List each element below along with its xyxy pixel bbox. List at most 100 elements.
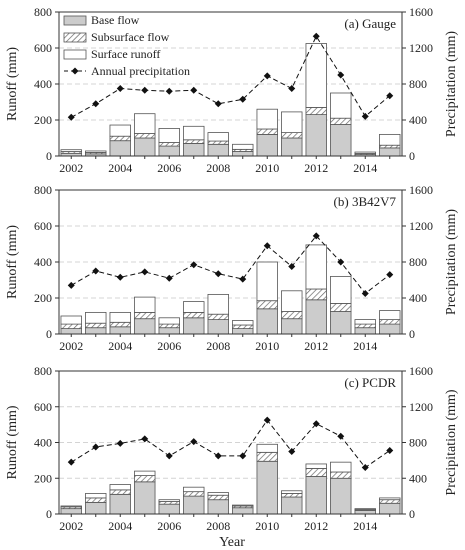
precip-point: [190, 86, 198, 94]
bar-surface-runoff: [281, 290, 303, 312]
bar-base-flow: [183, 317, 205, 335]
legend-swatch-surface-runoff: [63, 49, 87, 60]
bar-base-flow: [330, 124, 352, 157]
bar-surface-runoff: [330, 461, 352, 473]
precip-point: [361, 464, 369, 472]
bar-subsurface-flow: [281, 311, 303, 320]
bar-base-flow: [256, 308, 278, 335]
bar-base-flow: [134, 318, 156, 335]
precip-point: [239, 452, 247, 460]
bar-surface-runoff: [256, 108, 278, 130]
precip-point: [67, 281, 75, 289]
x-tick-label: 2012: [304, 161, 328, 175]
bar-surface-runoff: [207, 492, 229, 496]
precip-line: [70, 419, 391, 469]
x-axis-label: Year: [219, 535, 245, 550]
bar-subsurface-flow: [60, 323, 82, 330]
x-tick-label: 2004: [108, 161, 132, 175]
legend-swatch-base-flow: [63, 15, 87, 26]
bar-base-flow: [330, 311, 352, 335]
bar-subsurface-flow: [109, 489, 131, 495]
legend-label-subsurface-flow: Subsurface flow: [91, 30, 170, 44]
y-tick-label: 400: [34, 436, 52, 450]
bar-base-flow: [281, 137, 303, 157]
x-tick-label: 2012: [304, 339, 328, 353]
y2-tick-label: 0: [409, 149, 415, 163]
y2-tick-label: 400: [409, 113, 427, 127]
precip-point: [263, 72, 271, 80]
bar-subsurface-flow: [183, 139, 205, 144]
bar-surface-runoff: [158, 317, 180, 325]
bar-base-flow: [183, 142, 205, 157]
y2-tick-label: 1600: [409, 183, 433, 197]
bar-subsurface-flow: [305, 468, 327, 477]
bar-surface-runoff: [232, 504, 254, 507]
x-tick-label: 2008: [206, 161, 230, 175]
bar-base-flow: [158, 327, 180, 335]
y-axis-label: Runoff (mm): [5, 405, 20, 479]
precip-point: [67, 458, 75, 466]
bar-surface-runoff: [232, 320, 254, 326]
bar-subsurface-flow: [232, 324, 254, 329]
precip-point: [116, 273, 124, 281]
bar-surface-runoff: [305, 463, 327, 469]
y-axis-label: Runoff (mm): [5, 47, 20, 121]
bar-base-flow: [330, 477, 352, 515]
bar-base-flow: [60, 508, 82, 515]
bar-base-flow: [305, 476, 327, 515]
precip-point: [214, 452, 222, 460]
x-tick-label: 2006: [157, 519, 181, 533]
bar-surface-runoff: [305, 244, 327, 290]
bar-base-flow: [379, 502, 401, 515]
bar-surface-runoff: [330, 92, 352, 119]
precip-point: [165, 274, 173, 282]
bar-base-flow: [60, 328, 82, 335]
bar-base-flow: [207, 499, 229, 515]
precip-point: [92, 443, 100, 451]
bar-subsurface-flow: [134, 133, 156, 139]
y-tick-label: 600: [34, 219, 52, 233]
bar-subsurface-flow: [354, 323, 376, 329]
bar-subsurface-flow: [207, 140, 229, 145]
bar-subsurface-flow: [183, 311, 205, 319]
y-tick-label: 200: [34, 113, 52, 127]
bar-base-flow: [207, 143, 229, 157]
precip-point: [386, 447, 394, 455]
bar-base-flow: [281, 496, 303, 515]
x-tick-label: 2010: [255, 519, 279, 533]
y-tick-label: 800: [34, 183, 52, 197]
bar-base-flow: [305, 114, 327, 157]
bar-surface-runoff: [60, 505, 82, 508]
precip-point: [312, 420, 320, 428]
precip-point: [263, 242, 271, 250]
y2-tick-label: 1600: [409, 5, 433, 19]
bar-surface-runoff: [207, 132, 229, 142]
bar-surface-runoff: [183, 125, 205, 141]
y-tick-label: 400: [34, 77, 52, 91]
y2-tick-label: 400: [409, 291, 427, 305]
x-tick-label: 2004: [108, 339, 132, 353]
bar-base-flow: [354, 510, 376, 515]
precip-point: [312, 232, 320, 240]
bar-base-flow: [379, 147, 401, 157]
bar-surface-runoff: [109, 484, 131, 491]
bar-subsurface-flow: [207, 313, 229, 321]
bar-base-flow: [354, 327, 376, 335]
bar-surface-runoff: [305, 43, 327, 108]
bar-subsurface-flow: [183, 491, 205, 497]
bar-subsurface-flow: [134, 311, 156, 320]
bar-surface-runoff: [85, 493, 107, 499]
precip-point: [190, 261, 198, 269]
y-tick-label: 800: [34, 364, 52, 378]
y2-tick-label: 800: [409, 77, 427, 91]
bar-base-flow: [134, 137, 156, 157]
bar-surface-runoff: [109, 124, 131, 137]
x-tick-label: 2014: [353, 339, 377, 353]
bar-subsurface-flow: [330, 117, 352, 125]
y-tick-label: 200: [34, 291, 52, 305]
y2-tick-label: 0: [409, 507, 415, 521]
y2-axis-label: Precipitation (mm): [444, 31, 459, 137]
bar-subsurface-flow: [134, 475, 156, 483]
bar-subsurface-flow: [379, 144, 401, 149]
